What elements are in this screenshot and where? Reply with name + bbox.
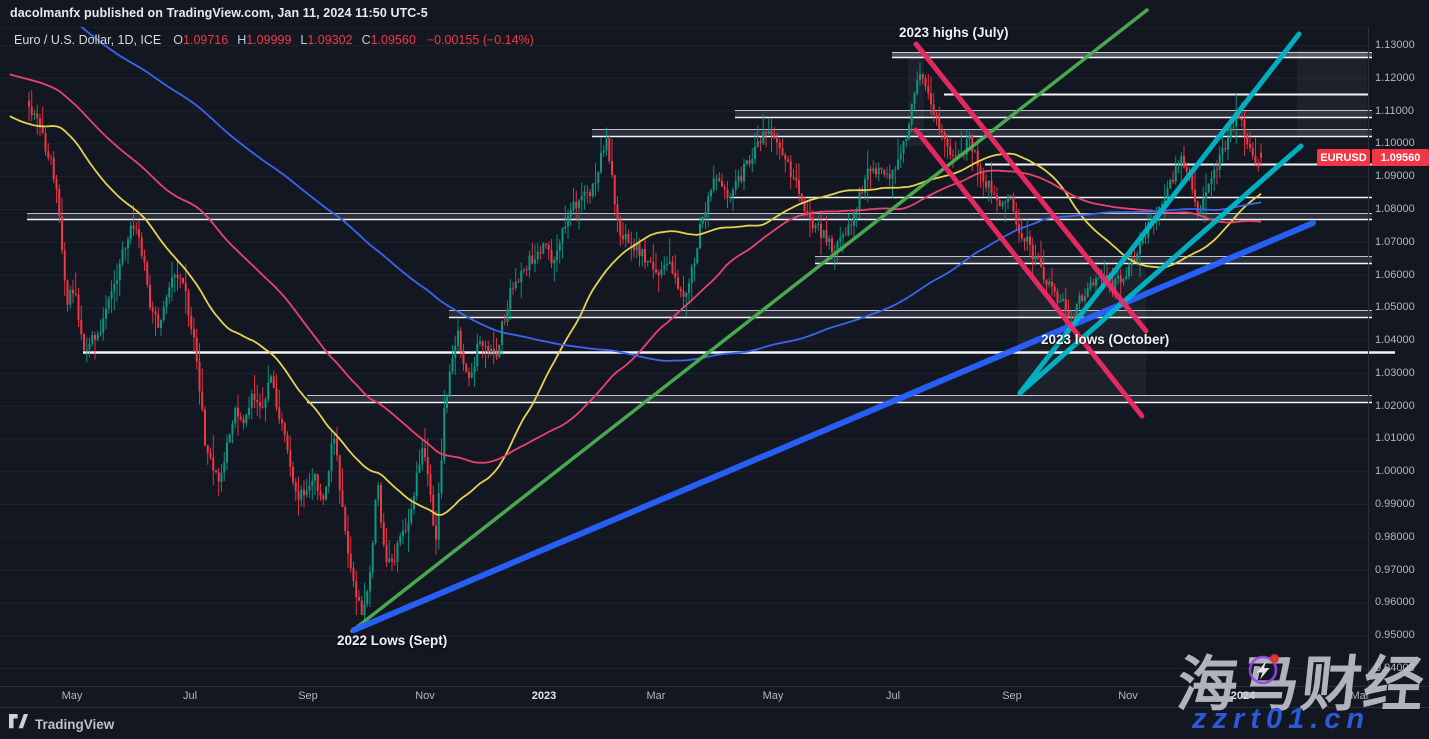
price-gridlines — [0, 45, 1368, 669]
tradingview-logo-icon — [9, 714, 28, 734]
annotation-lows-2023[interactable]: 2023 lows (October) — [1041, 332, 1170, 347]
price-tick-label: 0.98000 — [1375, 530, 1415, 543]
price-tick-label: 0.97000 — [1375, 563, 1415, 576]
ma-fast[interactable] — [9, 115, 1262, 516]
price-tick-label: 1.05000 — [1375, 301, 1415, 314]
time-tick-label: 2024 — [1230, 690, 1256, 702]
ohlc-l: L1.09302 — [300, 33, 353, 47]
symbol-tag: EURUSD — [1317, 149, 1370, 166]
price-tick-label: 1.01000 — [1375, 432, 1415, 445]
time-tick-label: Nov — [1118, 690, 1138, 702]
time-tick-label: 2023 — [531, 690, 557, 702]
tradingview-logo[interactable]: TradingView — [9, 714, 114, 734]
trendline-green[interactable] — [350, 8, 1149, 633]
price-tick-label: 0.96000 — [1375, 596, 1415, 609]
watermark-url: zzrt01.cn — [1192, 703, 1371, 735]
time-tick-label: May — [61, 690, 83, 702]
price-tick-label: 1.08000 — [1375, 202, 1415, 215]
ohlc-h: H1.09999 — [237, 33, 292, 47]
time-tick-label: Jul — [182, 690, 198, 702]
trendline-teal-upper[interactable] — [1017, 31, 1302, 396]
tradingview-logo-text: TradingView — [35, 716, 115, 732]
price-axis[interactable]: 1.13000 1.12000 1.11000 1.10000 1.09000 1.080… — [1368, 27, 1429, 707]
trendlines[interactable] — [350, 8, 1316, 633]
price-tick-label: 1.02000 — [1375, 399, 1415, 412]
price-tick-label: 1.06000 — [1375, 268, 1415, 281]
watermark-logo-icon — [1243, 648, 1285, 695]
price-tick-label: 1.13000 — [1375, 39, 1415, 51]
price-tick-label: 0.99000 — [1375, 498, 1415, 511]
symbol-legend[interactable]: Euro / U.S. Dollar, 1D, ICE O1.09716 H1.0… — [14, 33, 534, 47]
annotation-lows-2022[interactable]: 2022 Lows (Sept) — [337, 633, 448, 648]
price-tick-label: 0.94000 — [1375, 662, 1415, 674]
ohlc-o: O1.09716 — [173, 33, 229, 47]
price-tick-label: 1.03000 — [1375, 366, 1415, 379]
price-tick-label: 1.04000 — [1375, 334, 1415, 347]
price-tick-label: 1.11000 — [1375, 104, 1414, 117]
trendline-pink-lower[interactable] — [913, 127, 1145, 419]
price-tick-label: 0.95000 — [1375, 629, 1415, 642]
time-tick-label: Mar — [646, 690, 666, 702]
time-tick-label: Sep — [1002, 690, 1022, 702]
price-tick-label: 1.00000 — [1375, 465, 1415, 478]
price-tick-label: 1.10000 — [1375, 137, 1415, 150]
price-tick-label: 1.12000 — [1375, 71, 1415, 84]
price-tick-label: 1.07000 — [1375, 235, 1415, 248]
change-value: −0.00155 (−0.14%) — [426, 33, 534, 47]
annotation-highs-2023[interactable]: 2023 highs (July) — [899, 25, 1009, 40]
trendline-pink-upper[interactable] — [913, 41, 1149, 334]
time-axis[interactable]: May Jul Sep Nov 2023 Mar May Jul Sep Nov 2024 Mar — [0, 686, 1429, 707]
ohlc-c: C1.09560 — [361, 33, 416, 47]
pane-borders — [0, 27, 1429, 708]
published-caption: dacolmanfx published on TradingView.com,… — [10, 6, 428, 20]
symbol-title: Euro / U.S. Dollar, 1D, ICE — [14, 33, 162, 47]
price-tick-label: 1.09000 — [1375, 170, 1415, 183]
time-tick-label: Sep — [298, 690, 318, 702]
trendline-blue[interactable] — [351, 220, 1316, 633]
last-price-tag: 1.09560 — [1372, 149, 1429, 166]
trendline-teal-lower[interactable] — [1017, 143, 1304, 396]
time-tick-label: Mar — [1350, 690, 1370, 702]
time-tick-label: May — [762, 690, 784, 702]
time-tick-label: Nov — [415, 690, 435, 702]
ohlc-values: O1.09716 H1.09999 L1.09302 C1.09560 — [173, 33, 425, 47]
time-tick-label: Jul — [885, 690, 901, 702]
